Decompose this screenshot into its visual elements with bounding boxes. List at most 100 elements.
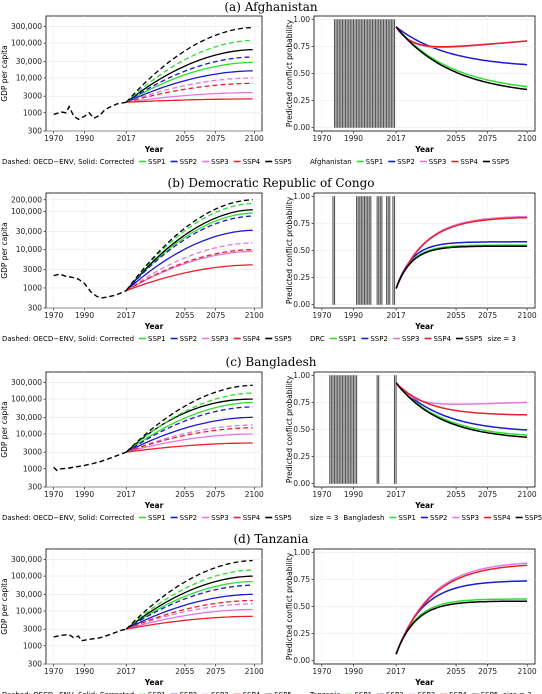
d-conflict-legend-label-ssp4: SSP4 bbox=[449, 691, 467, 694]
panel-title-b: (b) Democratic Republic of Congo bbox=[167, 176, 375, 190]
a-conflict-ytick-label: 0.50 bbox=[293, 69, 310, 78]
c-gdp-series-ssp2-dashed bbox=[125, 406, 253, 453]
b-conflict-legend-label-ssp5: SSP5 bbox=[465, 335, 483, 343]
c-conflict-series-ssp4 bbox=[395, 382, 528, 416]
b-gdp-series-ssp1-dashed bbox=[125, 202, 253, 292]
a-conflict-ytick-label: 1.00 bbox=[293, 15, 310, 24]
d-conflict-series-ssp2 bbox=[395, 580, 528, 655]
b-gdp-xtick-label: 1970 bbox=[44, 311, 63, 320]
b-gdp-ytick-label: 100,000 bbox=[11, 207, 42, 216]
a-gdp-legend-label-ssp4: SSP4 bbox=[243, 158, 261, 166]
d-gdp-xtick-label: 2100 bbox=[245, 667, 264, 676]
c-conflict-ylabel: Predicted conflict probability bbox=[285, 375, 294, 483]
a-gdp-legend-label-ssp1: SSP1 bbox=[148, 158, 166, 166]
d-conflict-legend-label-ssp1: SSP1 bbox=[354, 691, 372, 694]
d-conflict-xtick-label: 1970 bbox=[312, 667, 331, 676]
b-gdp-series-ssp2-dashed bbox=[125, 215, 253, 292]
d-gdp-legend-prefix: Dashed: OECD−ENV, Solid: Corrected bbox=[2, 691, 134, 694]
b-gdp-series-ssp4-solid bbox=[125, 264, 253, 292]
b-gdp-ytick-label: 200,000 bbox=[11, 195, 42, 204]
b-conflict-legend-label-ssp2: SSP2 bbox=[370, 335, 388, 343]
c-gdp-xtick-label: 1990 bbox=[75, 490, 94, 499]
b-conflict-ytick-label: 1.00 bbox=[293, 192, 310, 201]
b-gdp-xtick-label: 2075 bbox=[206, 311, 225, 320]
c-conflict-ytick-label: 1.00 bbox=[293, 371, 310, 380]
b-conflict-xtick-label: 1970 bbox=[312, 311, 331, 320]
d-gdp-xtick-label: 2017 bbox=[117, 667, 136, 676]
a-gdp-xlabel: Year bbox=[144, 145, 164, 154]
d-conflict-ytick-label: 0.50 bbox=[293, 602, 310, 611]
b-conflict-legend-label-ssp4: SSP4 bbox=[433, 335, 451, 343]
c-gdp-xtick-label: 2055 bbox=[175, 490, 194, 499]
b-conflict-series-ssp2 bbox=[395, 241, 528, 289]
a-gdp-xtick-label: 2055 bbox=[175, 134, 194, 143]
b-conflict-legend-label-ssp1: SSP1 bbox=[339, 335, 357, 343]
c-gdp-ytick-label: 10,000 bbox=[16, 429, 42, 438]
a-gdp-ytick-label: 30,000 bbox=[16, 57, 42, 66]
c-gdp-series-ssp1-solid bbox=[125, 401, 253, 453]
b-conflict-xtick-label: 2100 bbox=[518, 311, 537, 320]
a-conflict-legend-label-ssp1: SSP1 bbox=[366, 158, 384, 166]
b-conflict-legend-suffix: size = 3 bbox=[488, 335, 516, 343]
c-conflict-xlabel: Year bbox=[414, 501, 434, 510]
c-conflict-ytick-label: 0.75 bbox=[293, 398, 310, 407]
c-conflict-series-ssp2 bbox=[395, 382, 528, 431]
a-gdp-ylabel: GDP per capita bbox=[0, 45, 9, 101]
c-conflict-legend-label-ssp4: SSP4 bbox=[493, 514, 511, 522]
b-gdp-legend-label-ssp3: SSP3 bbox=[211, 335, 229, 343]
a-conflict-legend-label-ssp2: SSP2 bbox=[397, 158, 415, 166]
b-gdp-xtick-label: 2100 bbox=[245, 311, 264, 320]
d-conflict-ylabel: Predicted conflict probability bbox=[285, 552, 294, 660]
b-gdp-legend-label-ssp2: SSP2 bbox=[180, 335, 198, 343]
c-gdp-series-ssp2-solid bbox=[125, 416, 253, 453]
d-gdp-ytick-label: 10,000 bbox=[16, 606, 42, 615]
b-conflict-series-ssp5 bbox=[395, 245, 528, 289]
c-gdp-series-ssp5-solid bbox=[125, 398, 253, 453]
a-conflict-series-ssp3 bbox=[395, 26, 528, 49]
b-conflict-ytick-label: 0.50 bbox=[293, 246, 310, 255]
b-gdp-xtick-label: 1990 bbox=[75, 311, 94, 320]
d-conflict-legend-label-ssp3: SSP3 bbox=[418, 691, 436, 694]
a-conflict-series-ssp5 bbox=[395, 26, 528, 91]
a-gdp-ytick-label: 3000 bbox=[23, 92, 42, 101]
c-gdp-ytick-label: 100,000 bbox=[11, 395, 42, 404]
d-gdp-series-ssp2-solid bbox=[125, 593, 253, 630]
c-gdp-xtick-label: 2100 bbox=[245, 490, 264, 499]
d-conflict-xtick-label: 2055 bbox=[447, 667, 466, 676]
d-gdp-xlabel: Year bbox=[144, 678, 164, 687]
d-gdp-xtick-label: 1970 bbox=[44, 667, 63, 676]
a-gdp-legend-label-ssp3: SSP3 bbox=[211, 158, 229, 166]
d-gdp-ylabel: GDP per capita bbox=[0, 578, 9, 634]
c-gdp-ytick-label: 300 bbox=[28, 483, 43, 492]
c-gdp-series-ssp4-solid bbox=[126, 442, 253, 453]
b-conflict-ytick-label: 0.75 bbox=[293, 219, 310, 228]
d-gdp-legend-label-ssp1: SSP1 bbox=[148, 691, 166, 694]
a-conflict-xtick-label: 1970 bbox=[312, 134, 331, 143]
c-gdp-xtick-label: 1970 bbox=[44, 490, 63, 499]
c-gdp-series-ssp1-dashed bbox=[125, 392, 253, 453]
c-gdp-ylabel: GDP per capita bbox=[0, 401, 9, 457]
b-gdp-series-ssp3-dashed bbox=[125, 242, 253, 292]
d-conflict-series-ssp1 bbox=[395, 598, 528, 655]
b-conflict-legend-prefix: DRC bbox=[310, 335, 325, 343]
a-gdp-xtick-label: 2017 bbox=[117, 134, 136, 143]
d-gdp-legend-label-ssp4: SSP4 bbox=[243, 691, 261, 694]
c-conflict-xtick-label: 2017 bbox=[387, 490, 406, 499]
d-gdp-ytick-label: 300,000 bbox=[11, 555, 42, 564]
c-conflict-ytick-label: 0.25 bbox=[293, 452, 310, 461]
b-gdp-series-ssp2-solid bbox=[125, 229, 253, 292]
a-gdp-ytick-label: 300,000 bbox=[11, 22, 42, 31]
a-conflict-ytick-label: 0.25 bbox=[293, 96, 310, 105]
b-gdp-legend-label-ssp4: SSP4 bbox=[243, 335, 261, 343]
c-gdp-legend-label-ssp5: SSP5 bbox=[274, 514, 292, 522]
d-conflict-series-ssp4 bbox=[395, 564, 528, 655]
a-gdp-history-line bbox=[53, 101, 127, 121]
d-gdp-ytick-label: 1000 bbox=[23, 641, 42, 650]
c-conflict-legend-country: Bangladesh bbox=[343, 514, 384, 522]
a-conflict-ytick-label: 0.75 bbox=[293, 42, 310, 51]
d-gdp-legend-label-ssp5: SSP5 bbox=[274, 691, 292, 694]
d-gdp-xtick-label: 2055 bbox=[175, 667, 194, 676]
b-conflict-xtick-label: 2017 bbox=[387, 311, 406, 320]
c-conflict-series-ssp5 bbox=[395, 382, 528, 438]
a-conflict-ytick-label: 0.00 bbox=[293, 123, 310, 132]
